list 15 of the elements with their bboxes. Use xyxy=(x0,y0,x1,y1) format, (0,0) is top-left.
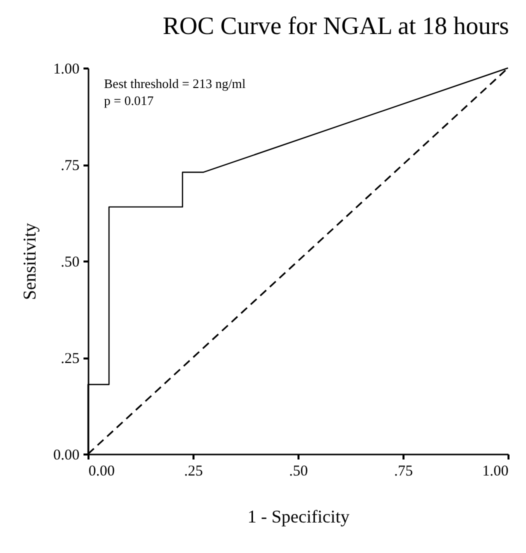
annotation: Best threshold = 213 ng/ml xyxy=(104,76,246,91)
y-tick-label: 0.00 xyxy=(53,448,80,464)
x-axis-title: 1 - Specificity xyxy=(248,506,350,526)
x-tick-label: .75 xyxy=(394,464,413,480)
x-tick-label: 1.00 xyxy=(482,464,508,480)
annotation: p = 0.017 xyxy=(104,93,154,108)
x-tick-label: .25 xyxy=(184,464,203,480)
y-tick-label: .50 xyxy=(60,254,80,270)
y-tick-label: .75 xyxy=(60,158,80,174)
y-tick-label: 1.00 xyxy=(53,62,80,78)
x-tick-label: 0.00 xyxy=(88,464,115,480)
y-axis-title: Sensitivity xyxy=(19,222,40,300)
y-tick-label: .25 xyxy=(60,351,80,367)
x-tick-label: .50 xyxy=(289,464,308,480)
chart-title: ROC Curve for NGAL at 18 hours xyxy=(162,13,509,40)
